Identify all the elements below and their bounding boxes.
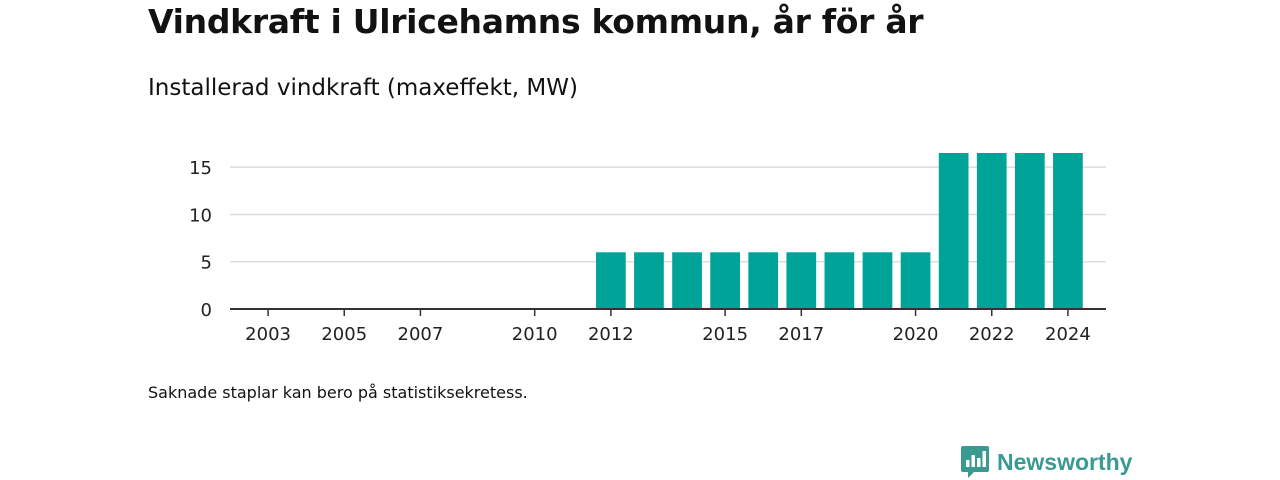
- y-tick-label: 10: [189, 205, 212, 226]
- x-tick-label: 2015: [702, 324, 748, 345]
- bar-2020: [900, 252, 931, 309]
- bar-2015: [710, 252, 740, 309]
- chart-title: Vindkraft i Ulricehamns kommun, år för å…: [148, 2, 924, 41]
- bar-2019: [862, 252, 893, 309]
- x-tick-label: 2022: [969, 324, 1015, 345]
- axes: 0 5 10 15 2003 2005 2007 2010 2012 2015 2017 2020 20…: [189, 158, 1106, 345]
- x-tick-label: 2012: [588, 324, 634, 345]
- bar-chart: 0 5 10 15 2003 2005 2007 2010 2012 2015 2017 2020 20…: [189, 153, 1106, 345]
- bar-2017: [786, 252, 817, 309]
- y-tick-label: 5: [201, 253, 212, 274]
- newsworthy-logo-icon: [961, 446, 989, 478]
- bar-2014: [672, 252, 702, 309]
- x-tick-label: 2024: [1045, 324, 1091, 345]
- x-tick-label: 2020: [893, 324, 939, 345]
- bar-2022: [976, 153, 1007, 309]
- x-tick-label: 2010: [512, 324, 558, 345]
- y-tick-label: 0: [201, 300, 212, 321]
- bar-2012: [596, 252, 626, 309]
- gridlines: [230, 166, 1106, 263]
- bar-2024: [1053, 153, 1083, 309]
- y-tick-label: 15: [189, 158, 212, 179]
- bar-2023: [1014, 153, 1045, 309]
- bar-2021: [938, 153, 969, 309]
- x-tick-label: 2017: [778, 324, 824, 345]
- x-tick-label: 2003: [245, 324, 291, 345]
- bar-2016: [748, 252, 779, 309]
- x-tick-label: 2007: [398, 324, 444, 345]
- bar-2013: [634, 252, 664, 309]
- footnote: Saknade staplar kan bero på statistiksek…: [148, 383, 528, 402]
- chart-subtitle: Installerad vindkraft (maxeffekt, MW): [148, 75, 578, 101]
- bars: [596, 153, 1083, 309]
- brand-logo[interactable]: Newsworthy: [961, 446, 1132, 478]
- brand-name: Newsworthy: [997, 448, 1133, 475]
- x-tick-label: 2005: [321, 324, 367, 345]
- bar-2018: [824, 252, 855, 309]
